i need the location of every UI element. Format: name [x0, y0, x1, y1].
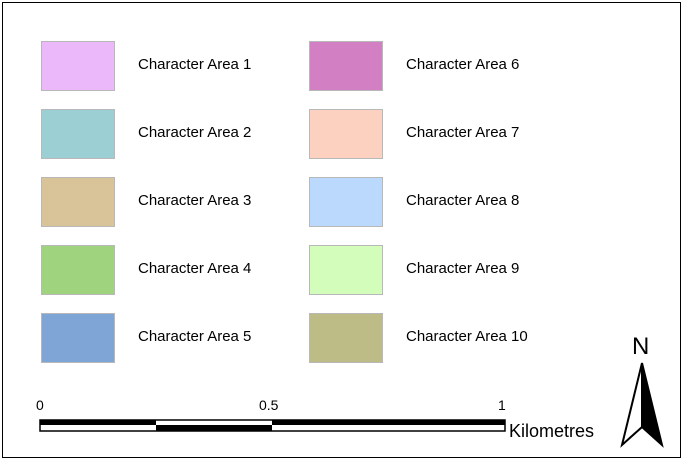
legend-swatch: [309, 41, 383, 91]
scale-bar-outline: [39, 419, 506, 432]
map-legend-panel: Character Area 1 Character Area 2 Charac…: [2, 2, 681, 458]
legend-swatch: [41, 41, 115, 91]
north-arrow: N: [620, 333, 664, 451]
legend-label: Character Area 8: [406, 192, 520, 209]
scale-bar-segment-1-bottom: [40, 425, 156, 431]
legend-label: Character Area 6: [406, 56, 520, 73]
scalebar-unit-label: Kilometres: [509, 421, 595, 441]
scale-bar-segment-3-bottom: [272, 425, 505, 431]
north-label: N: [632, 333, 650, 360]
legend-label: Character Area 10: [406, 328, 528, 345]
scalebar-tick-label-0-5: 0.5: [259, 397, 279, 413]
legend-label: Character Area 5: [138, 328, 252, 345]
legend-label: Character Area 9: [406, 260, 520, 277]
legend-label: Character Area 3: [138, 192, 252, 209]
north-arrow-icon: [620, 362, 664, 448]
legend-swatch: [41, 245, 115, 295]
legend-swatch: [41, 313, 115, 363]
scalebar-tick-label-1: 1: [498, 397, 506, 413]
scalebar-tick-label-0: 0: [36, 397, 44, 413]
legend-swatch: [309, 313, 383, 363]
scale-bar-segment-2-top: [156, 420, 272, 425]
legend-label: Character Area 4: [138, 260, 252, 277]
legend-label: Character Area 7: [406, 124, 520, 141]
scale-bar-segment-2-bottom: [156, 425, 272, 431]
legend-swatch: [309, 109, 383, 159]
scale-bar-segment-1-top: [40, 420, 156, 425]
legend-swatch: [309, 245, 383, 295]
scale-bar-segment-3-top: [272, 420, 505, 425]
legend-swatch: [41, 109, 115, 159]
legend-swatch: [309, 177, 383, 227]
legend-label: Character Area 2: [138, 124, 252, 141]
legend-label: Character Area 1: [138, 56, 252, 73]
scale-bar: [39, 419, 506, 432]
legend-swatch: [41, 177, 115, 227]
